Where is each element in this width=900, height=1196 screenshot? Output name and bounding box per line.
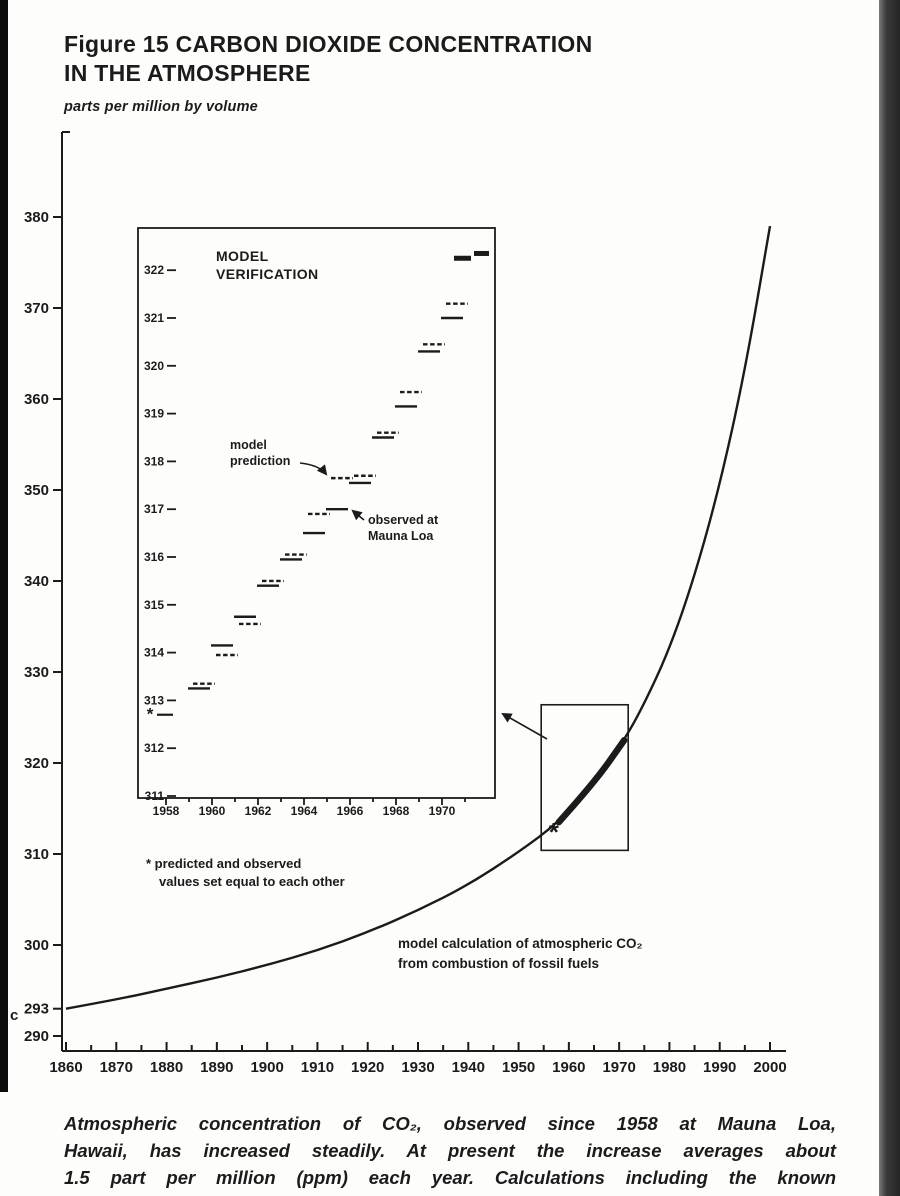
inset-y-tick-label: 311 bbox=[145, 789, 165, 803]
inset-x-tick-label: 1958 bbox=[153, 804, 180, 818]
caption-line2: Hawaii, has increased steadily. At prese… bbox=[64, 1140, 836, 1161]
inset-frame bbox=[137, 227, 496, 799]
inset-y-tick-label: 315 bbox=[144, 598, 164, 612]
y-tick-label: 290 bbox=[24, 1028, 49, 1045]
inset-footnote-line2: values set equal to each other bbox=[159, 874, 345, 889]
inset-y-tick-label: 312 bbox=[144, 741, 164, 755]
highlight-box bbox=[540, 703, 629, 852]
inset-y-tick-label: 320 bbox=[144, 359, 164, 373]
y-tick-label: 350 bbox=[24, 482, 49, 499]
model-curve bbox=[65, 225, 772, 1010]
observed-thick-segment bbox=[555, 737, 628, 826]
x-tick-label: 1990 bbox=[703, 1059, 736, 1076]
scan-edge-left bbox=[0, 0, 8, 1092]
model-prediction-label-line1: model bbox=[230, 438, 267, 452]
inset-x-tick-label: 1966 bbox=[337, 804, 364, 818]
inset-x-tick-label: 1960 bbox=[199, 804, 226, 818]
inset-title-line1: MODEL bbox=[216, 248, 269, 264]
x-tick-label: 1900 bbox=[250, 1059, 283, 1076]
x-tick-label: 1870 bbox=[100, 1059, 133, 1076]
inset-x-tick-label: 1970 bbox=[429, 804, 456, 818]
x-tick-label: 1920 bbox=[351, 1059, 384, 1076]
y-tick-label: 310 bbox=[24, 846, 49, 863]
observed-arrow bbox=[351, 509, 365, 521]
inset-y-tick-label: 321 bbox=[144, 311, 164, 325]
scan-edge-right bbox=[879, 0, 900, 1196]
y-tick-label: 360 bbox=[24, 391, 49, 408]
chart-generated-layer: 290 293 300 310 320 330 340 350 360 370 380 1860 187… bbox=[24, 131, 787, 1076]
inset-star-marker: * bbox=[147, 705, 154, 724]
scan-artifact-mark: c bbox=[10, 1007, 18, 1024]
inset-x-tick-label: 1964 bbox=[291, 804, 318, 818]
caption-line3: 1.5 part per million (ppm) each year. Ca… bbox=[64, 1167, 836, 1188]
figure-title: Figure 15 CARBON DIOXIDE CONCENTRATION I… bbox=[64, 30, 593, 88]
x-tick-label: 1930 bbox=[401, 1059, 434, 1076]
figure-plot: 290 293 300 310 320 330 340 350 360 370 380 1860 187… bbox=[10, 131, 787, 1076]
y-tick-label: 340 bbox=[24, 573, 49, 590]
x-tick-label: 2000 bbox=[753, 1059, 786, 1076]
model-prediction-arrow bbox=[299, 462, 328, 476]
y-tick-label: 300 bbox=[24, 937, 49, 954]
x-tick-label: 1940 bbox=[452, 1059, 485, 1076]
figure-caption: Atmospheric concentration of CO₂, observ… bbox=[64, 1110, 836, 1191]
inset-callout-arrow bbox=[501, 712, 548, 740]
y-tick-label: 293 bbox=[24, 1001, 49, 1018]
y-tick-label: 370 bbox=[24, 300, 49, 317]
figure-title-line1: Figure 15 CARBON DIOXIDE CONCENTRATION bbox=[64, 31, 593, 57]
inset-y-tick-label: 322 bbox=[144, 263, 164, 277]
y-tick-label: 330 bbox=[24, 664, 49, 681]
inset-y-tick-label: 314 bbox=[144, 646, 164, 660]
inset-footnote-line1: * predicted and observed bbox=[146, 856, 301, 871]
x-tick-label: 1980 bbox=[653, 1059, 686, 1076]
inset-title-line2: VERIFICATION bbox=[216, 266, 319, 282]
y-tick-label: 380 bbox=[24, 209, 49, 226]
x-tick-label: 1950 bbox=[502, 1059, 535, 1076]
axis-units-label: parts per million by volume bbox=[64, 99, 258, 115]
inset-y-tick-label: 317 bbox=[144, 502, 164, 516]
x-tick-label: 1960 bbox=[552, 1059, 585, 1076]
observed-label-line1: observed at bbox=[368, 513, 439, 527]
inset-x-tick-label: 1962 bbox=[245, 804, 272, 818]
model-calc-annotation-line2: from combustion of fossil fuels bbox=[398, 956, 599, 971]
inset-y-tick-label: 319 bbox=[144, 407, 164, 421]
x-tick-label: 1890 bbox=[200, 1059, 233, 1076]
figure-title-line2: IN THE ATMOSPHERE bbox=[64, 60, 311, 86]
y-tick-label: 320 bbox=[24, 755, 49, 772]
x-tick-label: 1860 bbox=[49, 1059, 82, 1076]
observed-label-line2: Mauna Loa bbox=[368, 529, 434, 543]
inset-y-tick-label: 313 bbox=[144, 693, 164, 707]
caption-line1: Atmospheric concentration of CO₂, observ… bbox=[64, 1113, 836, 1134]
model-prediction-label-line2: prediction bbox=[230, 454, 290, 468]
x-tick-label: 1910 bbox=[301, 1059, 334, 1076]
x-tick-label: 1970 bbox=[602, 1059, 635, 1076]
main-star-marker: * bbox=[549, 817, 560, 847]
inset-y-tick-label: 318 bbox=[144, 454, 164, 468]
inset-y-tick-label: 316 bbox=[144, 550, 164, 564]
inset-x-tick-label: 1968 bbox=[383, 804, 410, 818]
x-tick-label: 1880 bbox=[150, 1059, 183, 1076]
model-calc-annotation-line1: model calculation of atmospheric CO₂ bbox=[398, 936, 643, 951]
